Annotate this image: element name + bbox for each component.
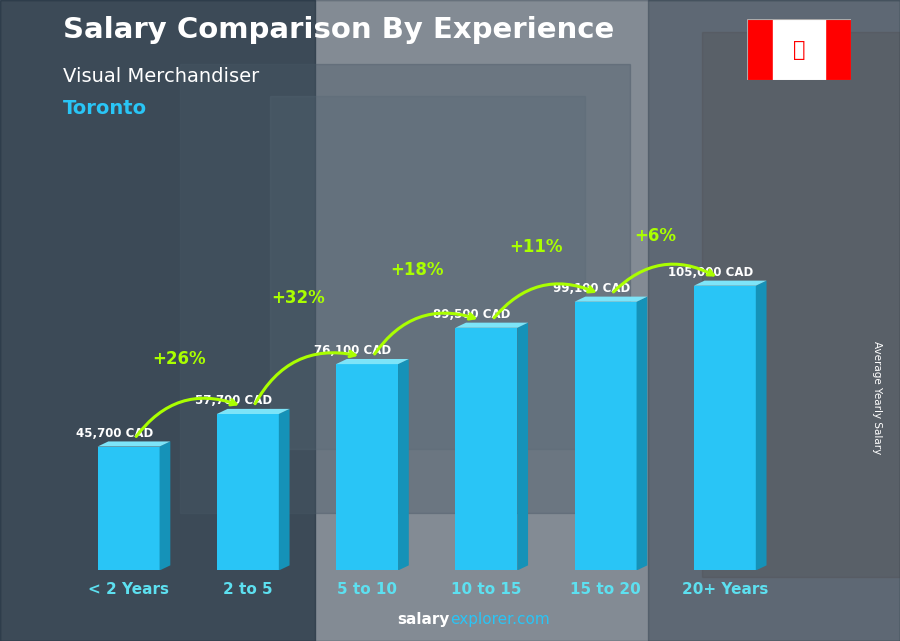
Polygon shape xyxy=(97,442,170,447)
Text: +18%: +18% xyxy=(391,262,444,279)
Bar xyxy=(455,328,517,570)
Text: +11%: +11% xyxy=(509,238,563,256)
Text: 76,100 CAD: 76,100 CAD xyxy=(314,344,392,357)
Text: +32%: +32% xyxy=(271,290,325,308)
Polygon shape xyxy=(398,359,409,570)
Text: 45,700 CAD: 45,700 CAD xyxy=(76,427,153,440)
Polygon shape xyxy=(636,297,647,570)
Bar xyxy=(702,32,900,577)
Text: 57,700 CAD: 57,700 CAD xyxy=(195,394,272,407)
Bar xyxy=(747,19,773,80)
Bar xyxy=(0,0,315,641)
Bar xyxy=(648,0,900,641)
Polygon shape xyxy=(279,409,290,570)
Polygon shape xyxy=(756,281,767,570)
Text: +6%: +6% xyxy=(634,228,677,246)
Text: salary: salary xyxy=(398,612,450,627)
Polygon shape xyxy=(574,297,647,302)
Text: 105,000 CAD: 105,000 CAD xyxy=(668,266,753,279)
Polygon shape xyxy=(518,322,528,570)
Polygon shape xyxy=(336,359,409,364)
Polygon shape xyxy=(159,442,170,570)
Polygon shape xyxy=(694,281,767,286)
Bar xyxy=(270,96,585,449)
Text: Average Yearly Salary: Average Yearly Salary xyxy=(872,341,883,454)
Polygon shape xyxy=(217,409,290,414)
Text: explorer.com: explorer.com xyxy=(450,612,550,627)
Text: Toronto: Toronto xyxy=(63,99,147,119)
Text: Visual Merchandiser: Visual Merchandiser xyxy=(63,67,259,87)
Bar xyxy=(336,364,398,570)
Text: 89,500 CAD: 89,500 CAD xyxy=(433,308,510,321)
Bar xyxy=(773,19,824,80)
Bar xyxy=(574,302,636,570)
Bar xyxy=(180,64,630,513)
Bar xyxy=(694,286,756,570)
Text: 99,100 CAD: 99,100 CAD xyxy=(553,282,630,295)
Text: Salary Comparison By Experience: Salary Comparison By Experience xyxy=(63,16,614,44)
Text: 🍁: 🍁 xyxy=(793,40,805,60)
Text: +26%: +26% xyxy=(152,350,205,368)
Bar xyxy=(824,19,850,80)
Polygon shape xyxy=(455,322,528,328)
Bar xyxy=(97,447,159,570)
Bar xyxy=(217,414,279,570)
